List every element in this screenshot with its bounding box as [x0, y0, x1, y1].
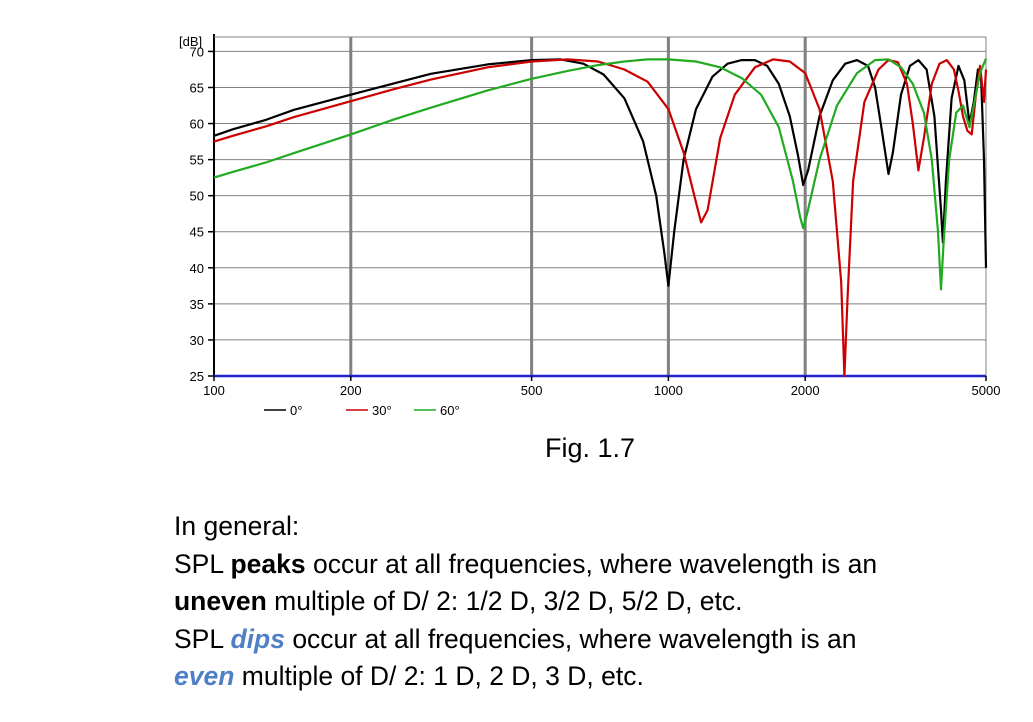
legend-label-2: 60°: [440, 403, 460, 418]
text-line-1: In general:: [174, 508, 1024, 546]
text-line-1-content: In general:: [174, 511, 300, 541]
text-line-2-post: occur at all frequencies, where waveleng…: [305, 548, 878, 579]
text-line-4-post: occur at all frequencies, where waveleng…: [284, 623, 857, 654]
x-tick-label-500: 500: [521, 383, 543, 398]
text-line-4: SPL dips occur at all frequencies, where…: [174, 621, 1024, 659]
y-tick-label-55: 55: [190, 153, 204, 168]
figure-caption: Fig. 1.7: [544, 433, 636, 463]
chart-tick-labels: 25 30 35 40 45 50 55 60 65 70[dB] 100 200 500 1000 200…: [179, 34, 1000, 398]
text-line-3-post: multiple of D/ 2: 1/2 D, 3/2 D, 5/2 D, e…: [266, 586, 743, 616]
y-tick-label-25: 25: [190, 369, 204, 384]
y-tick-label-45: 45: [190, 225, 204, 240]
x-tick-label-2000: 2000: [791, 383, 820, 398]
text-line-2-pre: SPL: [174, 548, 231, 579]
chart-grid: [214, 37, 986, 376]
y-tick-label-65: 65: [190, 80, 204, 95]
x-tick-label-100: 100: [203, 383, 225, 398]
y-tick-label-30: 30: [190, 333, 204, 348]
text-line-3: uneven multiple of D/ 2: 1/2 D, 3/2 D, 5…: [174, 583, 1024, 621]
series-line-1: [213, 58, 988, 378]
series-line-0: [213, 58, 988, 287]
y-tick-label-50: 50: [190, 189, 204, 204]
y-axis-label: [dB]: [179, 34, 202, 49]
even-emphasis: even: [174, 661, 235, 691]
series-line-2: [213, 58, 988, 291]
legend-label-1: 30°: [372, 403, 392, 418]
text-line-5-post: multiple of D/ 2: 1 D, 2 D, 3 D, etc.: [234, 661, 644, 691]
dips-emphasis: dips: [230, 623, 285, 654]
x-tick-label-200: 200: [340, 383, 362, 398]
chart-axes: [208, 34, 987, 381]
y-tick-label-60: 60: [190, 117, 204, 132]
text-line-4-pre: SPL: [174, 623, 231, 654]
chart-legend: 0° 30° 60°: [264, 403, 460, 418]
peaks-emphasis: peaks: [230, 548, 306, 579]
x-tick-label-5000: 5000: [972, 383, 1001, 398]
chart-series: [213, 58, 988, 378]
uneven-emphasis: uneven: [174, 586, 267, 616]
y-tick-label-70: 70: [190, 44, 204, 59]
text-line-2: SPL peaks occur at all frequencies, wher…: [174, 546, 1024, 584]
explanation-text: In general: SPL peaks occur at all frequ…: [174, 508, 1024, 696]
frequency-response-chart: 25 30 35 40 45 50 55 60 65 70[dB] 100 200 500 1000 200…: [179, 34, 1000, 418]
text-line-5: even multiple of D/ 2: 1 D, 2 D, 3 D, et…: [174, 658, 1024, 696]
x-tick-label-1000: 1000: [654, 383, 683, 398]
y-tick-label-35: 35: [190, 297, 204, 312]
y-tick-label-40: 40: [190, 261, 204, 276]
legend-label-0: 0°: [290, 403, 302, 418]
